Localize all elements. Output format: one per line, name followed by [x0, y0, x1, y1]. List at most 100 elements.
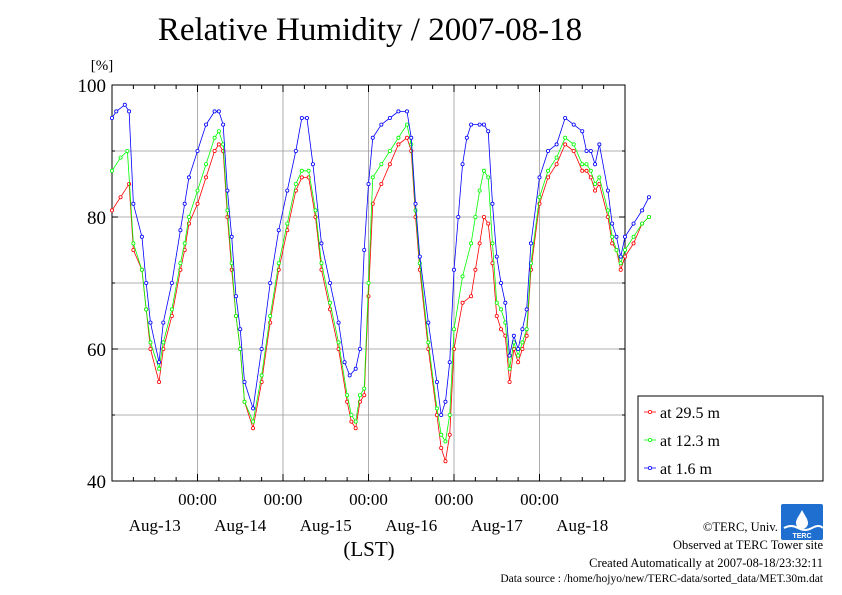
data-point: [251, 406, 256, 411]
data-point: [379, 181, 384, 186]
data-point: [640, 221, 645, 226]
data-point: [186, 175, 191, 180]
data-point: [588, 175, 593, 180]
data-point: [451, 267, 456, 272]
legend-label: at 12.3 m: [660, 433, 721, 450]
data-point: [285, 188, 290, 193]
data-point: [473, 214, 478, 219]
data-point: [554, 142, 559, 147]
data-point: [563, 142, 568, 147]
data-point: [186, 214, 191, 219]
data-point: [646, 195, 651, 200]
data-point: [511, 333, 516, 338]
data-point: [357, 393, 362, 398]
data-point: [520, 327, 525, 332]
data-point: [588, 168, 593, 173]
data-point: [268, 280, 273, 285]
data-source-text: Data source : /home/hojyo/new/TERC-data/…: [500, 573, 823, 585]
data-point: [614, 247, 619, 252]
data-point: [597, 142, 602, 147]
chart-title: Relative Humidity / 2007-08-18: [157, 12, 583, 48]
data-point: [481, 168, 486, 173]
data-point: [362, 386, 367, 391]
data-point: [148, 320, 153, 325]
data-point: [118, 155, 123, 160]
data-point: [127, 109, 132, 114]
data-point: [439, 432, 444, 437]
data-point: [366, 280, 371, 285]
data-point: [313, 208, 318, 213]
data-point: [204, 122, 209, 127]
data-point: [349, 419, 354, 424]
data-point: [319, 241, 324, 246]
data-point: [169, 280, 174, 285]
data-point: [486, 221, 491, 226]
data-point: [242, 379, 247, 384]
data-point: [336, 340, 341, 345]
data-point: [499, 280, 504, 285]
data-point: [486, 175, 491, 180]
data-point: [204, 162, 209, 167]
data-point: [469, 122, 474, 127]
data-point: [584, 162, 589, 167]
data-point: [528, 241, 533, 246]
x-axis-label: (LST): [343, 537, 394, 561]
data-point: [605, 188, 610, 193]
data-point: [618, 267, 623, 272]
x-time-label: 00:00: [178, 490, 217, 509]
data-point: [306, 168, 311, 173]
data-point: [357, 346, 362, 351]
data-point: [259, 373, 264, 378]
x-time-label: 00:00: [349, 490, 388, 509]
data-point: [362, 393, 367, 398]
data-point: [443, 399, 448, 404]
data-point: [221, 122, 226, 127]
data-point: [494, 313, 499, 318]
data-point: [409, 135, 414, 140]
data-point: [396, 109, 401, 114]
data-point: [299, 175, 304, 180]
data-point: [473, 267, 478, 272]
data-point: [486, 129, 491, 134]
data-point: [212, 148, 217, 153]
data-point: [336, 320, 341, 325]
data-point: [610, 234, 615, 239]
data-point: [584, 148, 589, 153]
data-point: [293, 148, 298, 153]
data-point: [195, 201, 200, 206]
data-point: [610, 221, 615, 226]
y-tick-label: 60: [87, 340, 106, 361]
data-point: [310, 162, 315, 167]
data-point: [319, 261, 324, 266]
data-point: [516, 360, 521, 365]
data-point: [571, 122, 576, 127]
data-point: [524, 307, 529, 312]
data-point: [122, 102, 127, 107]
terc-logo: TERC: [781, 504, 823, 540]
data-point: [328, 300, 333, 305]
series-line: [111, 137, 650, 462]
legend-marker: [648, 465, 653, 470]
data-point: [110, 116, 115, 121]
data-point: [370, 175, 375, 180]
data-point: [490, 241, 495, 246]
data-point: [580, 162, 585, 167]
data-point: [477, 122, 482, 127]
data-point: [503, 300, 508, 305]
created-text: Created Automatically at 2007-08-18/23:3…: [589, 556, 823, 570]
data-point: [251, 419, 256, 424]
data-point: [571, 148, 576, 153]
data-point: [242, 399, 247, 404]
observed-text: Observed at TERC Tower site: [672, 538, 823, 552]
data-point: [413, 201, 418, 206]
data-point: [631, 241, 636, 246]
data-point: [229, 261, 234, 266]
data-point: [447, 432, 452, 437]
x-day-label: Aug-17: [471, 516, 523, 535]
x-day-label: Aug-16: [385, 516, 437, 535]
data-point: [233, 313, 238, 318]
data-point: [161, 320, 166, 325]
data-point: [225, 214, 230, 219]
x-time-label: 00:00: [264, 490, 303, 509]
